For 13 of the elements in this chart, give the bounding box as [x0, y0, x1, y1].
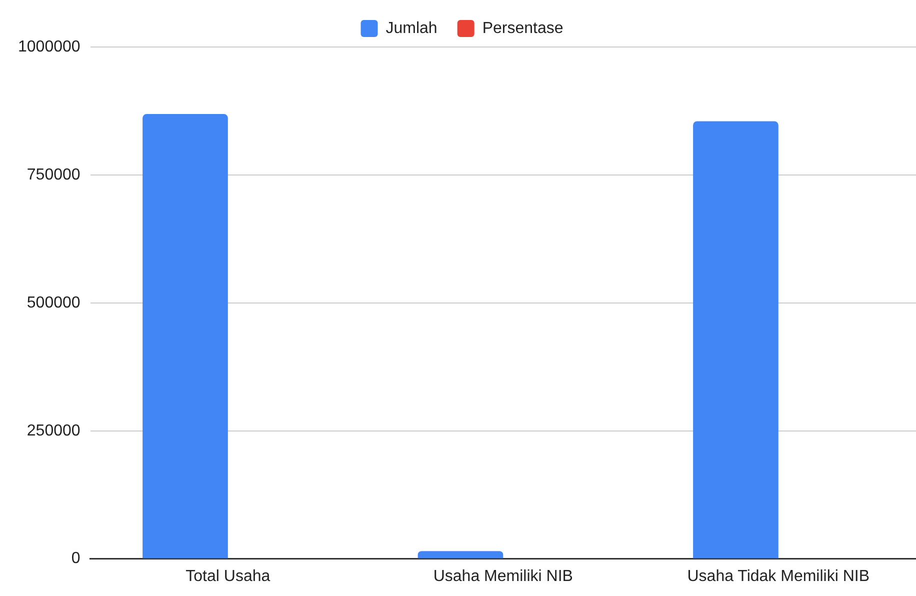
x-tick-label: Total Usaha [186, 568, 270, 585]
x-tick-label: Usaha Tidak Memiliki NIB [687, 568, 870, 585]
bar [693, 121, 778, 558]
x-tick-label: Usaha Memiliki NIB [433, 568, 573, 585]
y-tick-label: 250000 [26, 422, 80, 440]
y-tick-label: 500000 [26, 294, 80, 312]
bar [142, 114, 228, 558]
y-tick-label: 0 [71, 550, 80, 568]
legend-label: Jumlah [386, 20, 438, 37]
legend-label: Persentase [482, 20, 564, 37]
y-tick-label: 750000 [26, 166, 80, 184]
bar [418, 551, 504, 558]
y-tick-label: 1000000 [18, 38, 80, 56]
